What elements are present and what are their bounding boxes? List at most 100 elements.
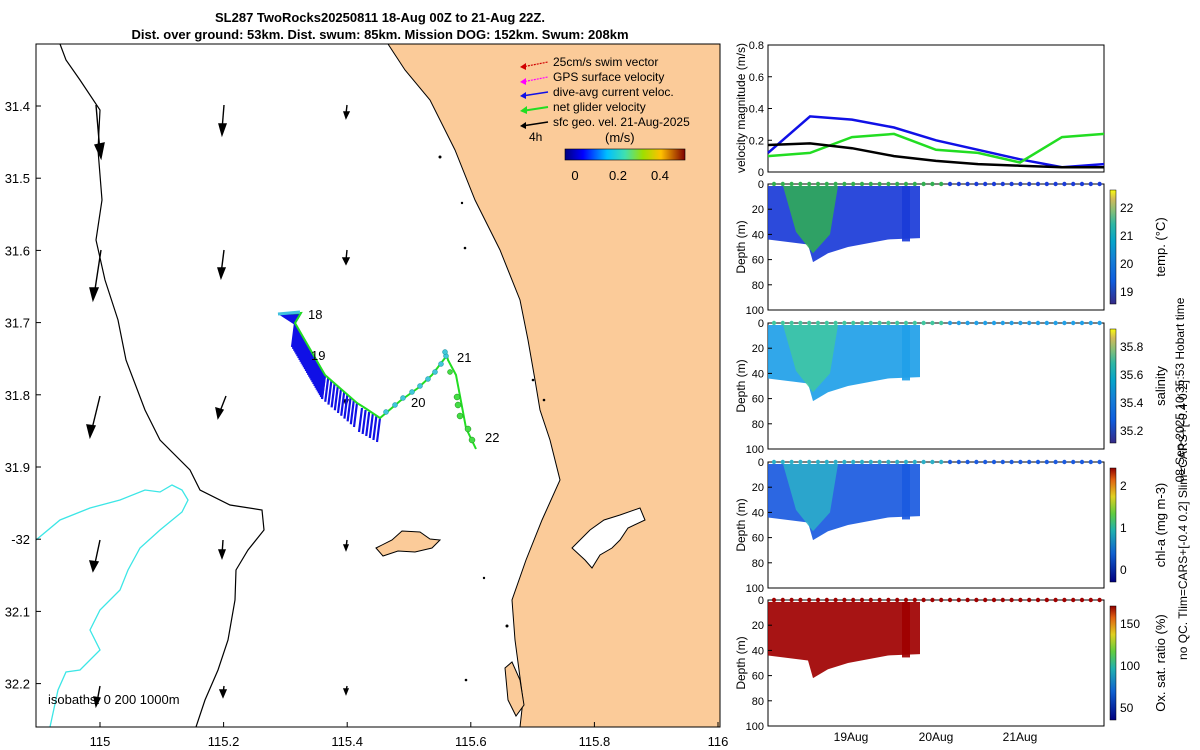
surface-obs-dot bbox=[939, 181, 944, 187]
surface-obs-dot bbox=[895, 181, 900, 187]
surface-obs-dot bbox=[1044, 597, 1050, 603]
surface-obs-dot bbox=[859, 181, 865, 187]
surface-obs-dot bbox=[991, 320, 997, 326]
surface-obs-dot bbox=[824, 181, 829, 187]
surface-obs-dot bbox=[1009, 320, 1014, 326]
legend-sfc-geo-velocity: sfc geo. vel. 21-Aug-2025 bbox=[553, 115, 690, 129]
surface-obs-dot bbox=[1088, 459, 1094, 465]
surface-obs-dot bbox=[956, 181, 961, 187]
section-colorbar-tick: 35.6 bbox=[1120, 368, 1144, 382]
surface-obs-dot bbox=[1071, 597, 1076, 603]
section-colorbar-tick: 35.2 bbox=[1120, 424, 1144, 438]
island-rottnest bbox=[375, 530, 442, 557]
surface-obs-dot bbox=[991, 597, 997, 603]
current-vector bbox=[317, 369, 323, 394]
surface-obs-dot bbox=[798, 181, 803, 187]
current-vector bbox=[304, 347, 311, 372]
surface-obs-dot bbox=[842, 459, 847, 465]
surface-obs-dot bbox=[1079, 459, 1085, 465]
current-vector bbox=[291, 324, 298, 349]
velocity-ylabel: velocity magnitude (m/s) bbox=[734, 43, 748, 173]
section-colorbar-tick: 100 bbox=[1120, 659, 1140, 673]
section-panel: 0 20 40 60 80 100 Depth (m) 150 100 50 Ox. sat. ra… bbox=[734, 595, 1168, 733]
current-vector bbox=[340, 391, 346, 416]
section-colorbar bbox=[1109, 605, 1117, 721]
surface-obs-dot bbox=[1088, 320, 1094, 326]
surface-obs-dot bbox=[807, 181, 812, 187]
surface-obs-dot bbox=[868, 181, 873, 187]
section-colorbar-tick: 22 bbox=[1120, 201, 1134, 215]
net-velocity-points bbox=[447, 369, 476, 444]
surface-obs-dot bbox=[807, 597, 812, 603]
map-y-tick-label: 32.1 bbox=[5, 604, 30, 619]
surface-obs-dot bbox=[1071, 320, 1076, 326]
surface-obs-dot bbox=[903, 459, 909, 465]
current-vector bbox=[365, 411, 371, 437]
velocity-y-tick-label: 0.2 bbox=[749, 135, 764, 147]
map-x-tick-label: 115.4 bbox=[331, 734, 363, 749]
surface-obs-dot bbox=[921, 320, 926, 326]
section-colorbar-label: temp. (°C) bbox=[1153, 217, 1168, 276]
map-y-tick-label: 31.6 bbox=[5, 243, 30, 258]
section-gap bbox=[920, 464, 930, 520]
map-x-tick-label: 115.2 bbox=[208, 734, 240, 749]
surface-obs-dot bbox=[789, 597, 794, 603]
current-vector bbox=[308, 352, 314, 377]
surface-obs-dot bbox=[903, 597, 909, 603]
legend-cbar-tick-0: 0 bbox=[571, 168, 578, 183]
surface-obs-dot bbox=[983, 459, 988, 465]
section-colorbar bbox=[1109, 189, 1117, 305]
current-vector bbox=[357, 407, 364, 433]
land-mass bbox=[387, 44, 720, 727]
surface-obs-dot bbox=[921, 459, 926, 465]
section-y-tick-label: 40 bbox=[752, 368, 764, 380]
legend-colorbar-units: (m/s) bbox=[605, 130, 635, 145]
surface-obs-dot bbox=[1062, 320, 1067, 326]
surface-obs-dot bbox=[965, 181, 970, 187]
surface-obs-dot bbox=[842, 320, 847, 326]
surface-obs-dot bbox=[903, 320, 909, 326]
surface-obs-dot bbox=[1062, 181, 1067, 187]
current-vector bbox=[320, 374, 327, 400]
current-vector bbox=[327, 380, 333, 405]
surface-obs-dot bbox=[947, 181, 953, 187]
surface-obs-dot bbox=[956, 597, 961, 603]
surface-obs-dot bbox=[851, 597, 856, 603]
surface-obs-dot bbox=[842, 597, 847, 603]
surface-obs-dot bbox=[983, 181, 988, 187]
section-data-fill bbox=[768, 602, 920, 679]
surface-obs-dot bbox=[851, 320, 856, 326]
surface-obs-dot bbox=[1018, 181, 1023, 187]
current-vector bbox=[346, 397, 352, 422]
current-vector bbox=[297, 334, 303, 359]
section-y-tick-label: 60 bbox=[752, 255, 764, 267]
current-vector bbox=[349, 400, 355, 425]
surface-obs-dot bbox=[771, 181, 777, 187]
section-colorbar-tick: 1 bbox=[1120, 521, 1127, 535]
legend-gps-velocity: GPS surface velocity bbox=[553, 70, 664, 84]
current-vector bbox=[313, 361, 319, 387]
surface-obs-dot bbox=[1035, 597, 1041, 603]
section-y-tick-label: 100 bbox=[746, 721, 764, 733]
current-vector bbox=[319, 373, 326, 398]
section-y-tick-label: 60 bbox=[752, 533, 764, 545]
surface-obs-dot bbox=[815, 320, 821, 326]
surface-obs-dot bbox=[939, 320, 944, 326]
surface-obs-dot bbox=[868, 320, 873, 326]
isobaths-label: isobaths: 0 200 1000m bbox=[48, 692, 180, 707]
surface-obs-dot bbox=[1088, 181, 1094, 187]
surface-obs-dot bbox=[833, 597, 838, 603]
section-gap bbox=[920, 186, 930, 242]
surface-obs-dot bbox=[815, 597, 821, 603]
surface-obs-dot bbox=[1053, 459, 1058, 465]
section-colorbar-label: chl-a (mg m-3) bbox=[1153, 483, 1168, 568]
surface-obs-dot bbox=[1062, 459, 1067, 465]
surface-obs-dot bbox=[895, 320, 900, 326]
section-y-tick-label: 40 bbox=[752, 229, 764, 241]
surface-obs-dot bbox=[1000, 320, 1005, 326]
section-data-fill bbox=[902, 325, 910, 381]
section-y-tick-label: 80 bbox=[752, 419, 764, 431]
current-vector bbox=[295, 330, 301, 355]
velocity-y-tick-label: 0.8 bbox=[749, 40, 764, 52]
surface-obs-dot bbox=[1053, 181, 1058, 187]
